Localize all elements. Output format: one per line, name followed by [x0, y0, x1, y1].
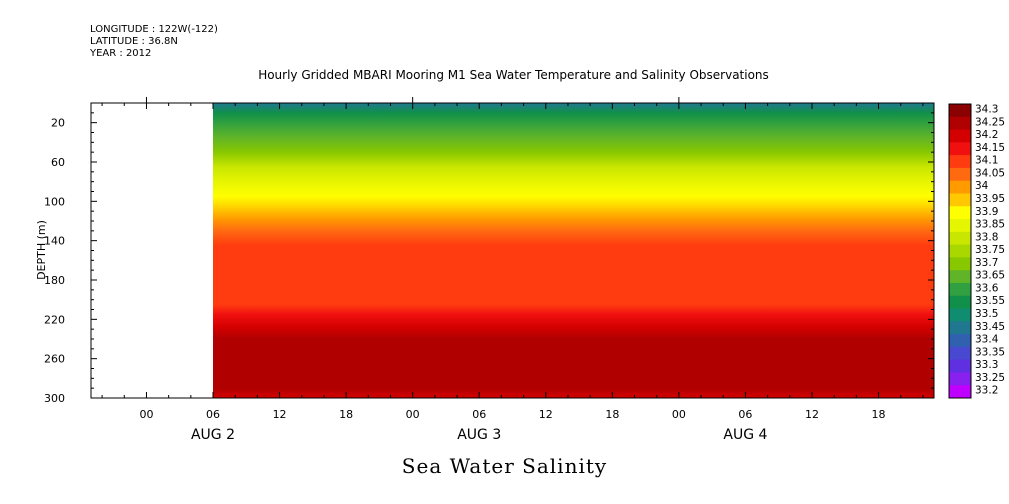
colorbar-label: 33.8: [975, 231, 998, 243]
x-tick-label: 00: [139, 408, 153, 421]
colorbar-swatch: [949, 282, 971, 297]
colorbar-swatch: [949, 270, 971, 284]
colorbar-swatch: [949, 180, 971, 194]
colorbar-label: 33.35: [975, 346, 1005, 358]
colorbar-swatch: [949, 359, 971, 373]
colorbar-swatch: [949, 206, 971, 220]
colorbar-swatch: [949, 244, 971, 258]
y-axis: 20 60 100 140 180 220 260 300: [44, 102, 934, 405]
y-tick-label: 140: [44, 235, 65, 248]
y-tick-label: 300: [44, 392, 65, 405]
colorbar-label: 33.3: [975, 359, 998, 371]
y-tick-label: 180: [44, 274, 65, 287]
colorbar-swatch: [949, 257, 971, 271]
colorbar-frame: [948, 103, 972, 399]
x-tick-label: 18: [605, 408, 619, 421]
colorbar-label: 34: [975, 180, 989, 192]
colorbar-swatch: [949, 219, 971, 233]
y-tick-label: 60: [51, 156, 65, 169]
colorbar-label: 33.4: [975, 334, 999, 346]
y-tick-label: 20: [51, 117, 65, 130]
colorbar-label: 33.65: [975, 270, 1005, 282]
colorbar-label: 33.9: [975, 206, 998, 218]
x-tick-label: 06: [206, 408, 220, 421]
colorbar-label: 34.25: [975, 116, 1005, 128]
colorbar: 34.334.2534.234.1534.134.053433.9533.933…: [948, 103, 1005, 399]
y-tick-label: 260: [44, 353, 65, 366]
colorbar-swatch: [949, 346, 971, 361]
plot-area: [91, 103, 934, 398]
location-metadata: LONGITUDE : 122W(-122) LATITUDE : 36.8N …: [90, 24, 218, 60]
colorbar-label: 33.25: [975, 372, 1005, 384]
x-day-label: AUG 2: [191, 427, 235, 443]
colorbar-swatch: [949, 104, 971, 118]
colorbar-label: 33.95: [975, 193, 1005, 205]
x-tick-label: 12: [273, 408, 287, 421]
colorbar-label: 33.7: [975, 257, 998, 269]
colorbar-swatch: [949, 321, 971, 335]
y-tick-label: 100: [44, 195, 65, 208]
x-tick-label: 18: [872, 408, 886, 421]
colorbar-label: 33.5: [975, 308, 998, 320]
latitude-label: LATITUDE : 36.8N: [90, 36, 178, 47]
x-tick-label: 18: [339, 408, 353, 421]
x-axis: 00 06 12 18 00 06 12 18 00 06 12 18 AUG 2 AUG 3 AUG 4: [101, 97, 924, 443]
colorbar-label: 34.2: [975, 129, 998, 141]
colorbar-label: 33.6: [975, 282, 999, 294]
chart-subtitle: Sea Water Salinity: [401, 454, 608, 478]
colorbar-label: 33.2: [975, 385, 998, 397]
y-tick-label: 220: [44, 313, 65, 326]
colorbar-label: 34.05: [975, 167, 1005, 179]
x-tick-label: 00: [406, 408, 420, 421]
colorbar-swatch: [949, 116, 971, 130]
x-tick-label: 06: [472, 408, 486, 421]
colorbar-label: 33.85: [975, 219, 1005, 231]
colorbar-swatch: [949, 155, 971, 169]
year-label: YEAR : 2012: [90, 48, 152, 59]
colorbar-label: 34.1: [975, 155, 998, 167]
colorbar-swatch: [949, 129, 971, 143]
colorbar-swatch: [949, 142, 971, 156]
chart-title: Hourly Gridded MBARI Mooring M1 Sea Wate…: [258, 68, 769, 82]
x-day-label: AUG 4: [723, 427, 767, 443]
longitude-label: LONGITUDE : 122W(-122): [90, 24, 218, 35]
colorbar-label: 33.55: [975, 295, 1005, 307]
x-tick-label: 00: [672, 408, 686, 421]
colorbar-label: 33.45: [975, 321, 1005, 333]
colorbar-swatch: [949, 231, 971, 246]
y-axis-label: DEPTH (m): [35, 220, 48, 280]
x-day-label: AUG 3: [457, 427, 501, 443]
x-tick-label: 06: [738, 408, 752, 421]
colorbar-swatch: [949, 334, 971, 348]
x-tick-label: 12: [805, 408, 819, 421]
colorbar-swatch: [949, 295, 971, 309]
colorbar-swatch: [949, 372, 971, 386]
colorbar-swatch: [949, 193, 971, 207]
x-tick-label: 12: [539, 408, 553, 421]
colorbar-swatch: [949, 385, 971, 399]
colorbar-label: 34.15: [975, 142, 1005, 154]
colorbar-swatch: [949, 308, 971, 322]
colorbar-swatch: [949, 167, 971, 182]
colorbar-label: 34.3: [975, 104, 998, 116]
colorbar-label: 33.75: [975, 244, 1005, 256]
salinity-field: [213, 103, 934, 398]
